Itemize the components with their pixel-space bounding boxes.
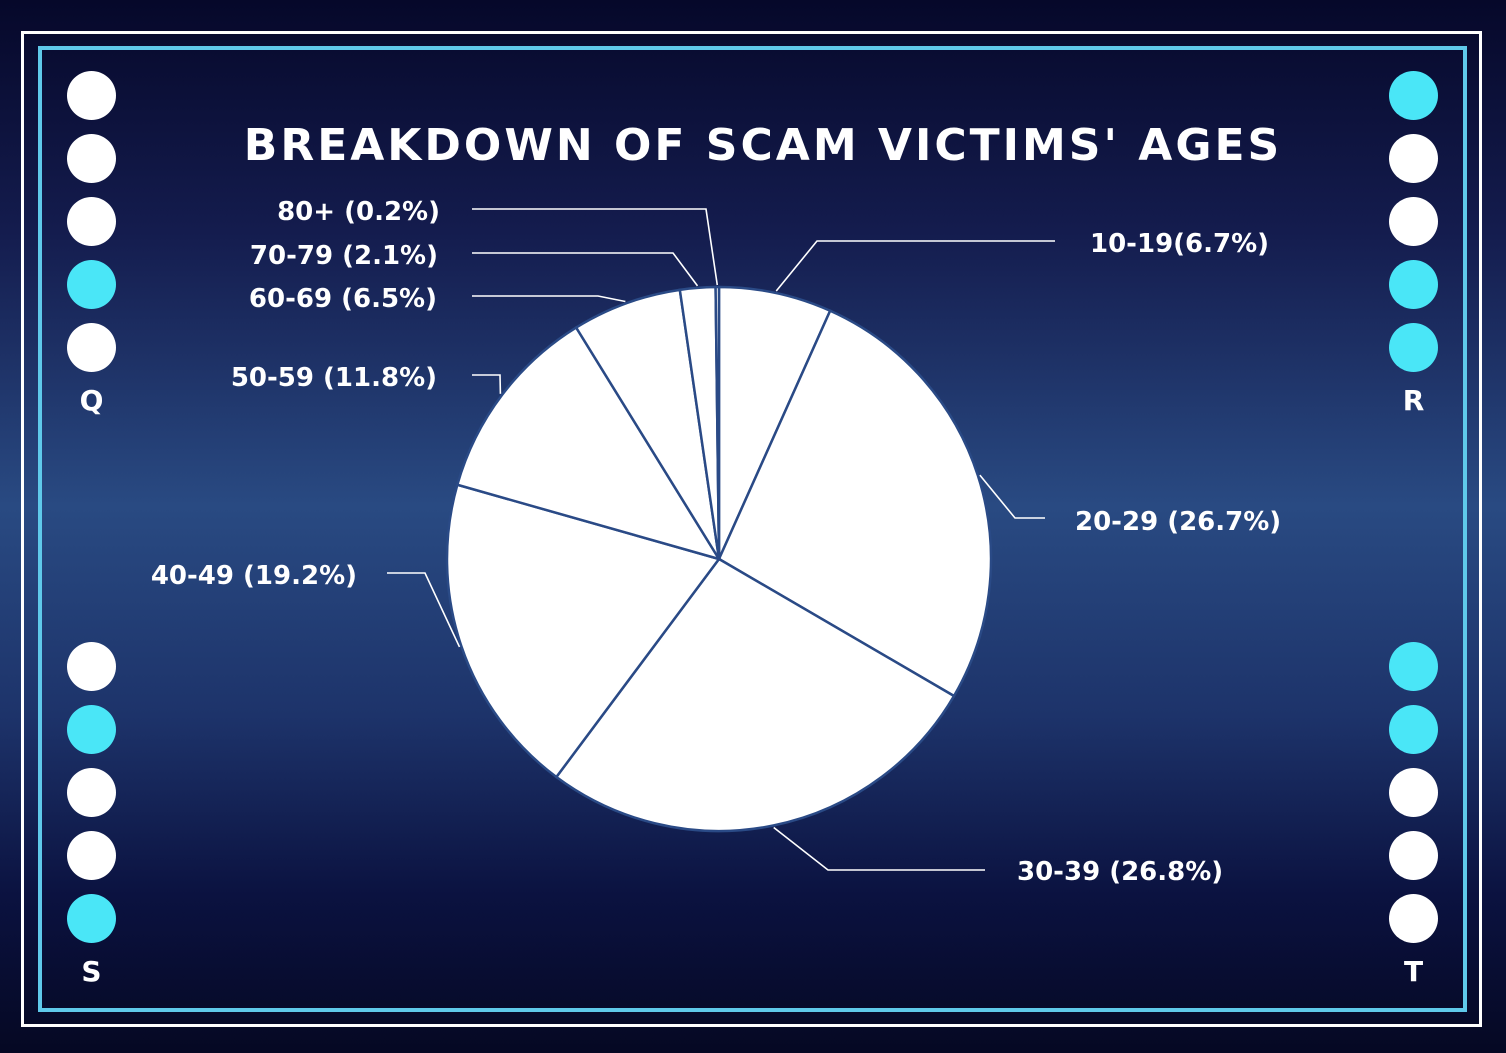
outer-frame [21,31,1482,1027]
slice-label-10-19: 10-19(6.7%) [1090,229,1269,259]
corner-letter-t: T [1403,955,1424,988]
pie-slices [445,285,993,833]
pie-slice-30-39 [554,557,956,833]
slice-label-80+: 80+ (0.2%) [277,197,440,227]
corner-s-dot-2 [67,705,116,754]
leader-line-30-39 [773,826,985,871]
slice-label-30-39: 30-39 (26.8%) [1017,857,1223,887]
corner-r-dot-1 [1389,71,1438,120]
pie-slice-50-59 [455,325,722,562]
corner-t-dot-3 [1389,768,1438,817]
leader-line-40-49 [387,572,461,648]
slice-label-20-29: 20-29 (26.7%) [1075,507,1281,537]
corner-q-dot-1 [67,71,116,120]
corner-q-dot-5 [67,323,116,372]
corner-letter-r: R [1402,384,1425,417]
corner-t-dot-4 [1389,831,1438,880]
corner-t-dot-1 [1389,642,1438,691]
inner-frame [38,46,1467,1012]
corner-t-dot-5 [1389,894,1438,943]
corner-r-dot-4 [1389,260,1438,309]
leader-line-70-79 [472,252,699,287]
corner-s-dot-3 [67,768,116,817]
pie-slice-40-49 [445,483,722,779]
corner-q-dot-2 [67,134,116,183]
corner-group-t: T [1389,642,1438,987]
corner-letter-s: S [81,955,102,988]
corner-t-dot-2 [1389,705,1438,754]
corner-s-dot-5 [67,894,116,943]
corner-r-dot-3 [1389,197,1438,246]
pie-slice-10-19 [717,285,832,560]
corner-q-dot-3 [67,197,116,246]
slice-label-50-59: 50-59 (11.8%) [231,363,437,393]
leader-line-10-19 [775,240,1055,292]
leader-line-80+ [472,208,719,286]
leader-line-50-59 [472,374,502,394]
corner-r-dot-5 [1389,323,1438,372]
pie-slice-20-29 [717,309,993,698]
corner-letter-q: Q [79,384,104,417]
corner-r-dot-2 [1389,134,1438,183]
corner-group-r: R [1389,71,1438,416]
chart-title: BREAKDOWN OF SCAM VICTIMS' AGES [243,120,1283,171]
leader-lines [387,208,1055,871]
pie-slice-60-69 [574,288,721,560]
leader-line-20-29 [979,474,1045,519]
corner-q-dot-4 [67,260,116,309]
slice-labels: 10-19(6.7%) 20-29 (26.7%) 30-39 (26.8%) 40-… [151,197,1281,887]
corner-s-dot-1 [67,642,116,691]
corner-group-s: S [67,642,116,987]
slice-label-40-49: 40-49 (19.2%) [151,561,357,591]
leader-line-60-69 [472,295,626,303]
slice-label-60-69: 60-69 (6.5%) [249,284,437,314]
corner-group-q: Q [67,71,116,416]
pie-slice-80+ [714,285,721,560]
slice-label-70-79: 70-79 (2.1%) [250,241,438,271]
corner-s-dot-4 [67,831,116,880]
